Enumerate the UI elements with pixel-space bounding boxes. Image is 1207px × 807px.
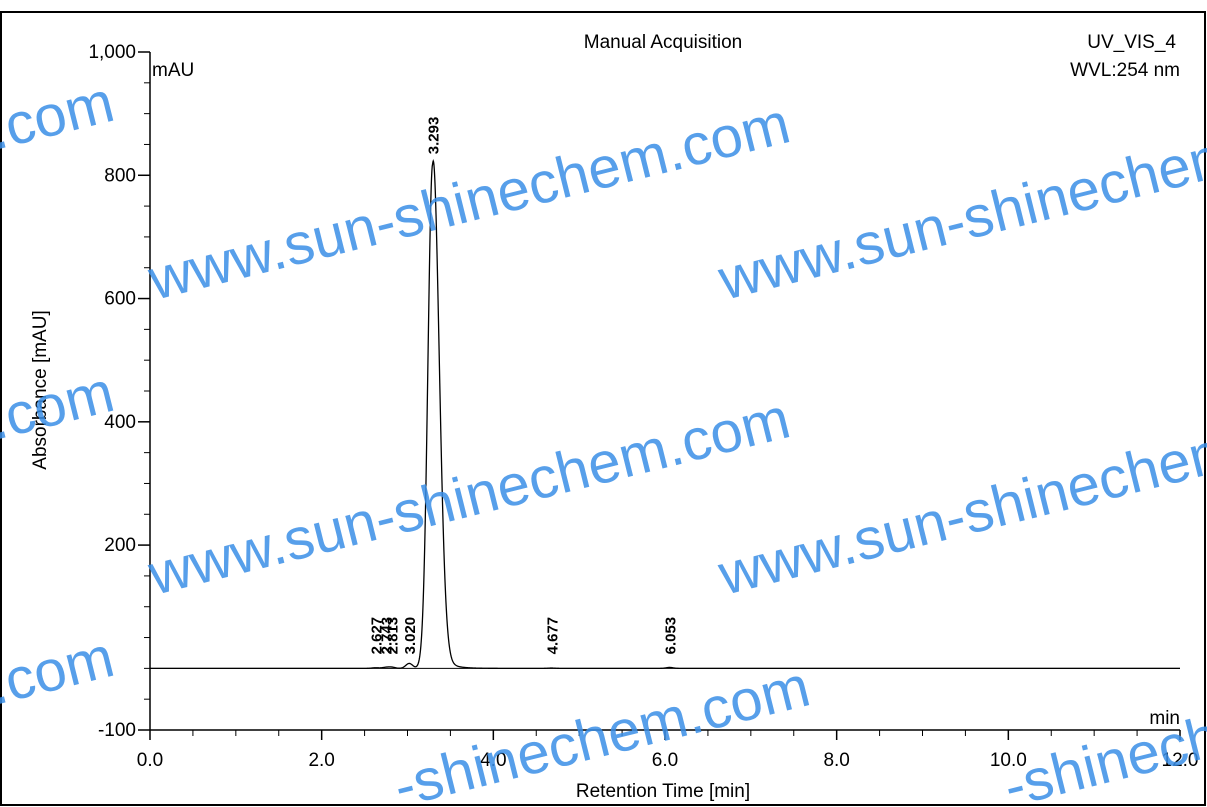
x-tick-label: 12.0 <box>1162 750 1199 771</box>
x-tick-label: 10.0 <box>990 750 1027 771</box>
peak-label: 2.743 <box>378 617 395 655</box>
y-tick-label: 400 <box>104 412 136 433</box>
x-tick-label: 8.0 <box>823 750 849 771</box>
peak-label: 3.293 <box>426 117 443 155</box>
trace-group <box>150 158 1180 670</box>
watermark-text: .com <box>0 359 120 452</box>
y-tick-label: 800 <box>104 165 136 186</box>
watermark-text: .com <box>0 624 120 717</box>
x-tick-label: 2.0 <box>308 750 334 771</box>
y-tick-label: 1,000 <box>88 42 136 63</box>
watermark-text: www.sun-shinechem.com <box>141 385 796 607</box>
peak-label: 4.677 <box>544 617 561 655</box>
x-tick-label: 4.0 <box>480 750 506 771</box>
x-tick-label: 0.0 <box>137 750 163 771</box>
y-tick-label: -100 <box>98 720 136 741</box>
y-axis-title: Absorbance [mAU] <box>30 310 51 469</box>
x-tick-label: 6.0 <box>652 750 678 771</box>
chart-title: Manual Acquisition <box>584 32 742 53</box>
y-tick-label: 600 <box>104 289 136 310</box>
wavelength-label: WVL:254 nm <box>1070 60 1180 81</box>
chart-border <box>0 11 1206 806</box>
y-tick-label: 200 <box>104 535 136 556</box>
watermark-text: .com <box>0 69 120 162</box>
peak-label: 6.053 <box>663 617 680 655</box>
peak-label: 2.813 <box>384 617 401 655</box>
peak-label: 3.020 <box>402 617 419 655</box>
peak-label: 2.627 <box>369 617 386 655</box>
x-unit-tag: min <box>1149 708 1180 729</box>
y-unit-tag: mAU <box>152 60 194 81</box>
x-axis-title: Retention Time [min] <box>576 781 750 802</box>
watermark-layer: www.sun-shinechem.com www.sun-shinechem.c… <box>0 69 1207 807</box>
chromatogram-trace <box>150 158 1180 670</box>
watermark-text: www.sun-shinechem.com <box>141 90 796 312</box>
channel-label: UV_VIS_4 <box>1087 32 1176 53</box>
minor-ticks-group <box>144 82 1138 736</box>
